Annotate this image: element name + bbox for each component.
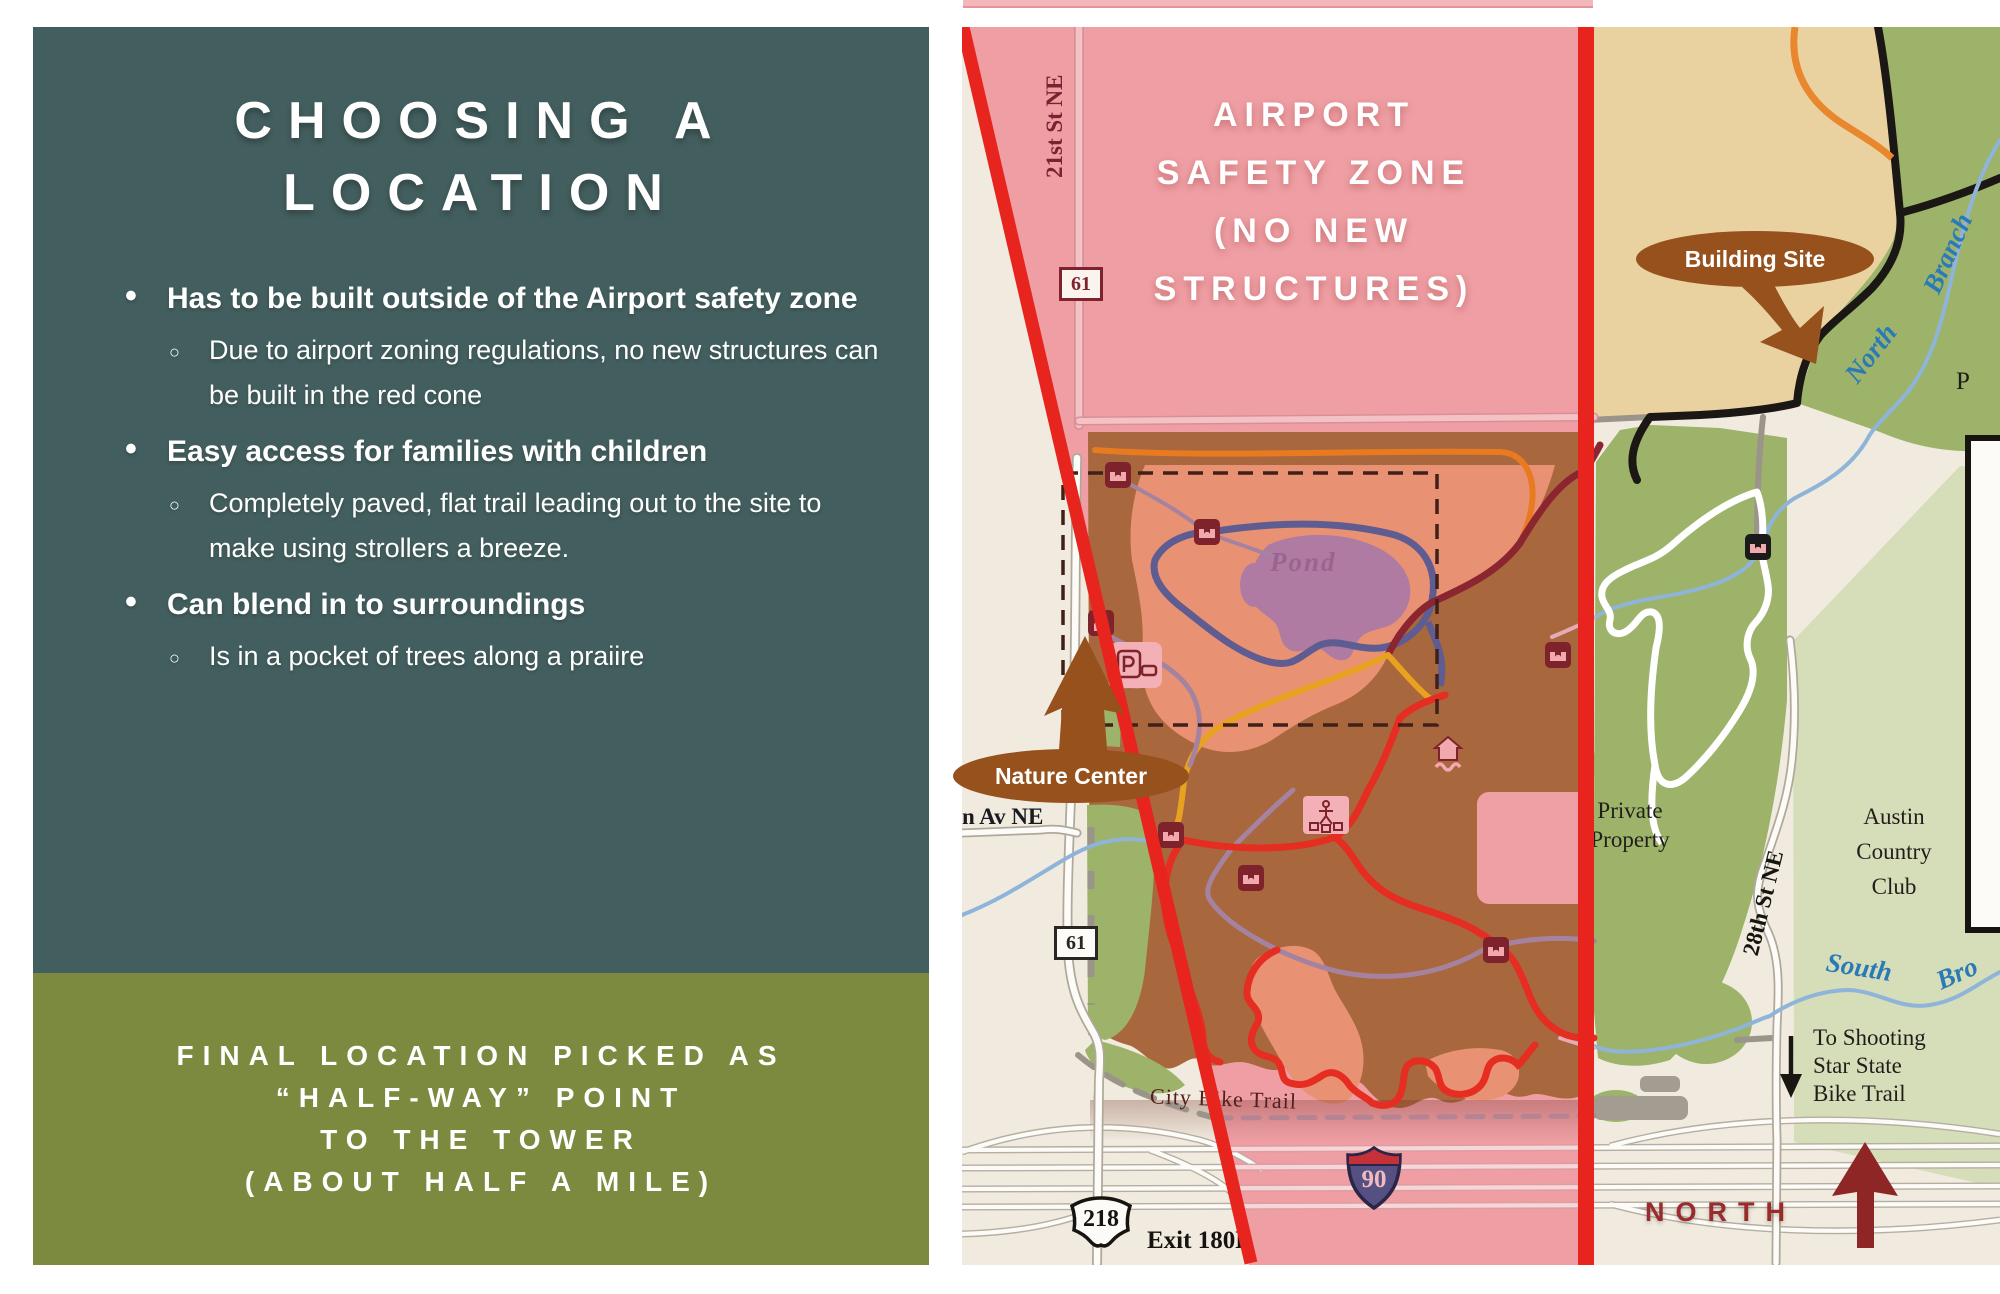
building-site-callout-label: Building Site (1684, 245, 1826, 272)
country-club-line: Club (1871, 874, 1917, 899)
avenue-label: n Av NE (962, 804, 1044, 829)
stream (962, 138, 2000, 1054)
title-line-1: CHOOSING A (234, 92, 728, 150)
21st-street-road (1074, 27, 1599, 430)
study-area-dashed-box (1061, 471, 1439, 727)
zone-label-line: SAFETY ZONE (1156, 154, 1472, 192)
final-location-banner: FINAL LOCATION PICKED AS “HALF-WAY” POIN… (33, 973, 929, 1265)
tan-area (1588, 27, 1900, 420)
to-trail-line: To Shooting (1813, 1025, 1926, 1050)
to-trail-line: Star State (1813, 1053, 1902, 1078)
title-line-2: LOCATION (283, 164, 679, 222)
legend-box (1965, 435, 2000, 933)
bullet-item: Easy access for families with children (125, 426, 881, 475)
exit-label: Exit 180B (1147, 1227, 1252, 1254)
private-property-line: Private (1597, 798, 1663, 823)
pond-label: Pond (1270, 547, 1337, 577)
banner-line: TO THE TOWER (320, 1124, 642, 1155)
edge-cutoff-label: P (1956, 368, 1970, 395)
nature-center-callout-label: Nature Center (994, 762, 1148, 789)
north-arrow-icon (1832, 1142, 1898, 1248)
bullet-item: Can blend in to surroundings (125, 579, 881, 628)
route-badge-61-top: 61 (1059, 267, 1103, 301)
cone-edge-left (962, 27, 1258, 1265)
bullet-list: Has to be built outside of the Airport s… (125, 273, 881, 681)
interstate-90-number: 90 (1361, 1166, 1387, 1193)
us-218-number: 218 (1083, 1206, 1119, 1232)
white-trail-loop (1598, 488, 1772, 788)
to-bike-trail-label: To Shooting Star State Bike Trail (1813, 1024, 1926, 1108)
interstate-90-shield-icon (1346, 1145, 1402, 1211)
country-club-label: Austin Country Club (1828, 799, 1960, 904)
bullet-item: Has to be built outside of the Airport s… (125, 273, 881, 322)
bullet-subitem: Completely paved, flat trail leading out… (125, 481, 881, 571)
page-title: CHOOSING A LOCATION (33, 85, 929, 229)
down-arrow-icon (1780, 1036, 1802, 1098)
black-road (1628, 27, 2000, 484)
private-property-label: Private Property (1560, 796, 1700, 854)
airport-safety-zone-label: AIRPORT SAFETY ZONE (NO NEW STRUCTURES) (1128, 86, 1500, 318)
bullet-subitem: Due to airport zoning regulations, no ne… (125, 328, 881, 418)
banner-line: “HALF-WAY” POINT (275, 1082, 687, 1113)
private-inholding (1477, 792, 1589, 904)
building-site-arrow (1742, 281, 1824, 364)
private-property-line: Property (1590, 827, 1670, 852)
parking-icon (1110, 642, 1162, 688)
country-club-area (1793, 466, 2000, 1188)
country-club-line: Country (1856, 839, 1932, 864)
banner-line: FINAL LOCATION PICKED AS (176, 1040, 786, 1071)
top-strip (963, 0, 1593, 8)
bullet-subitem: Is in a pocket of trees along a praiire (125, 634, 881, 681)
left-panel: CHOOSING A LOCATION Has to be built outs… (33, 27, 929, 973)
zone-label-line: STRUCTURES) (1153, 270, 1475, 308)
us-218-shield-icon (1069, 1196, 1133, 1248)
shelter-icon (1432, 735, 1464, 772)
zone-label-line: AIRPORT (1213, 96, 1415, 134)
to-trail-line: Bike Trail (1813, 1081, 1906, 1106)
building-site-callout: Building Site (1636, 231, 1874, 287)
route-badge-61-bottom: 61 (1054, 926, 1098, 960)
nature-center-arrow (1044, 636, 1124, 764)
banner-line: (ABOUT HALF A MILE) (244, 1166, 718, 1197)
nature-center-callout: Nature Center (953, 749, 1189, 803)
country-club-line: Austin (1863, 804, 1925, 829)
pond (1249, 534, 1411, 661)
playground-icon (1303, 796, 1349, 834)
zone-label-line: (NO NEW (1213, 212, 1415, 250)
north-compass-label: NORTH (1645, 1197, 1796, 1227)
